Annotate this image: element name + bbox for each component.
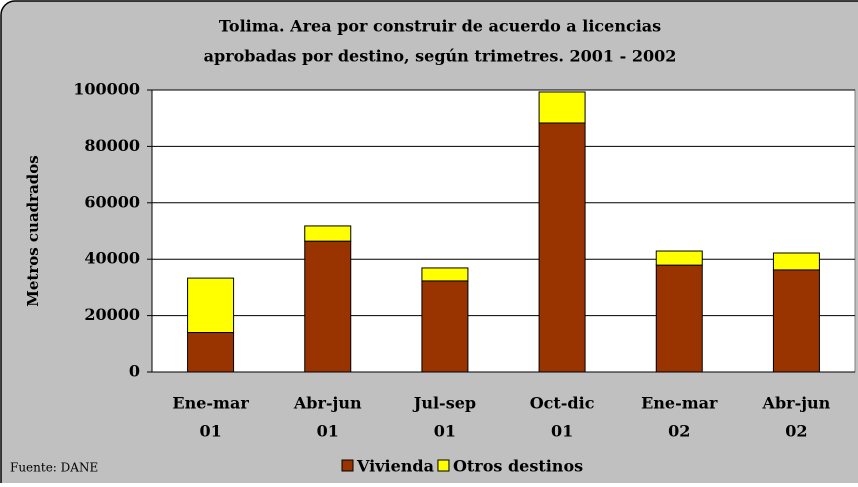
x-tick-label: 01 [551,422,573,441]
legend-label: Otros destinos [453,457,583,476]
x-tick-label: 01 [434,422,456,441]
x-tick-label: Ene-mar [172,394,249,413]
bar-segment [421,267,469,282]
y-tick-label: 80000 [84,136,140,155]
x-tick-label: Oct-dic [530,394,595,413]
x-tick-label: 01 [199,422,221,441]
bar-segment [772,252,820,271]
source-note: Fuente: DANE [10,461,98,475]
bar-segment [538,122,586,373]
legend-swatch [437,459,450,472]
x-tick-label: Ene-mar [641,394,718,413]
y-tick-label: 20000 [84,305,140,324]
bar-segment [655,264,703,373]
bar-segment [421,280,469,373]
y-axis-label: Metros cuadrados [24,155,42,306]
y-tick-label: 60000 [84,192,140,211]
legend-label: Vivienda [356,457,434,476]
bar-segment [187,277,235,334]
bar-segment [187,332,235,373]
bar-segment [304,240,352,373]
x-tick-label: Abr-jun [762,394,831,413]
x-tick-label: 02 [785,422,807,441]
plot-area [151,89,856,373]
y-tick-label: 40000 [84,249,140,268]
x-tick-label: 02 [668,422,690,441]
x-tick-label: Abr-jun [293,394,362,413]
x-tick-label: 01 [317,422,339,441]
legend-swatch [341,459,354,472]
chart-title: aprobadas por destino, según trimetres. … [204,47,677,66]
x-tick-label: Jul-sep [412,394,476,413]
bar-segment [655,250,703,266]
bar-segment [304,225,352,242]
y-tick-label: 100000 [73,80,140,99]
chart-title: Tolima. Area por construir de acuerdo a … [219,17,661,36]
bar-segment [538,91,586,124]
bar-segment [772,269,820,373]
y-tick-label: 0 [129,362,140,381]
